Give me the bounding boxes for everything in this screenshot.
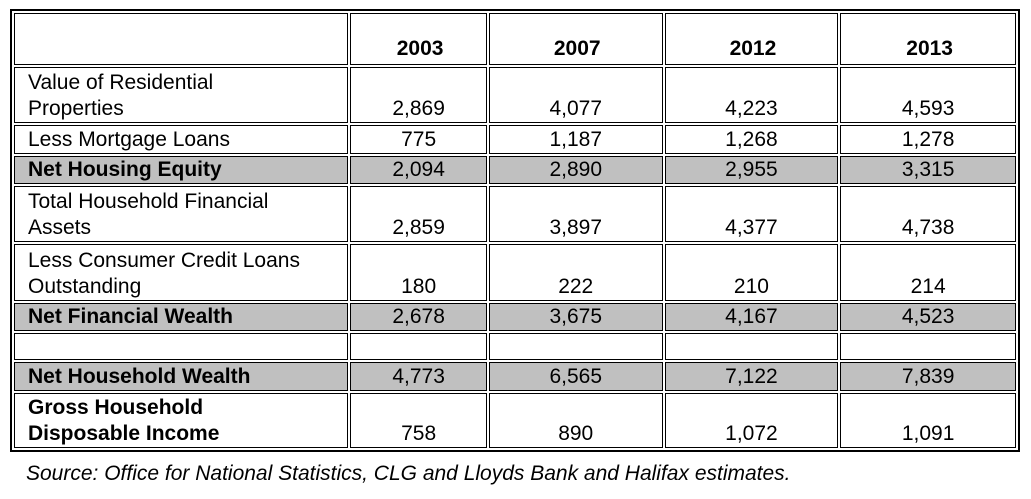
table-row-subtotal: Net Financial Wealth 2,678 3,675 4,167 4… — [14, 303, 1016, 331]
cell: 1,187 — [488, 125, 663, 154]
header-cell: 2013 — [840, 13, 1016, 65]
cell: 4,167 — [664, 303, 839, 331]
row-label: Total Household Financial Assets — [14, 186, 349, 242]
cell: 7,122 — [664, 362, 839, 391]
cell: 3,897 — [488, 186, 663, 242]
cell: 4,523 — [840, 303, 1016, 331]
cell: 890 — [488, 393, 663, 448]
header-cell: 2007 — [488, 13, 663, 65]
header-cell: 2003 — [350, 13, 487, 65]
blank-cell — [14, 333, 349, 360]
table-row-total: Net Household Wealth 4,773 6,565 7,122 7… — [14, 362, 1016, 391]
source-caption: Source: Office for National Statistics, … — [26, 462, 791, 485]
cell: 2,678 — [350, 303, 487, 331]
cell: 775 — [350, 125, 487, 154]
cell: 1,278 — [840, 125, 1016, 154]
cell: 2,869 — [350, 67, 487, 123]
cell: 2,094 — [350, 156, 487, 184]
table-row: Value of Residential Properties 2,869 4,… — [14, 67, 1016, 123]
cell: 214 — [840, 244, 1016, 301]
cell: 180 — [350, 244, 487, 301]
cell: 4,223 — [664, 67, 839, 123]
row-label: Less Mortgage Loans — [14, 125, 349, 154]
cell: 4,738 — [840, 186, 1016, 242]
table-row-blank — [14, 333, 1016, 360]
cell: 1,091 — [840, 393, 1016, 448]
cell: 4,773 — [350, 362, 487, 391]
header-cell-empty — [14, 13, 349, 65]
row-label: Less Consumer Credit Loans Outstanding — [14, 244, 349, 301]
row-label: Net Financial Wealth — [14, 303, 349, 331]
cell: 2,859 — [350, 186, 487, 242]
blank-cell — [664, 333, 839, 360]
cell: 4,077 — [488, 67, 663, 123]
row-label: Value of Residential Properties — [14, 67, 349, 123]
header-cell: 2012 — [664, 13, 839, 65]
cell: 2,890 — [488, 156, 663, 184]
table-row: Less Consumer Credit Loans Outstanding 1… — [14, 244, 1016, 301]
cell: 210 — [664, 244, 839, 301]
table-row: Total Household Financial Assets 2,859 3… — [14, 186, 1016, 242]
cell: 1,268 — [664, 125, 839, 154]
cell: 7,839 — [840, 362, 1016, 391]
cell: 1,072 — [664, 393, 839, 448]
cell: 3,675 — [488, 303, 663, 331]
row-label: Gross Household Disposable Income — [14, 393, 349, 448]
blank-cell — [488, 333, 663, 360]
cell: 222 — [488, 244, 663, 301]
row-label: Net Housing Equity — [14, 156, 349, 184]
blank-cell — [350, 333, 487, 360]
cell: 4,377 — [664, 186, 839, 242]
cell: 6,565 — [488, 362, 663, 391]
cell: 2,955 — [664, 156, 839, 184]
cell: 4,593 — [840, 67, 1016, 123]
blank-cell — [840, 333, 1016, 360]
household-wealth-table: 2003 2007 2012 2013 Value of Residential… — [10, 9, 1020, 452]
cell: 3,315 — [840, 156, 1016, 184]
table-row: Less Mortgage Loans 775 1,187 1,268 1,27… — [14, 125, 1016, 154]
cell: 758 — [350, 393, 487, 448]
table-row-subtotal: Net Housing Equity 2,094 2,890 2,955 3,3… — [14, 156, 1016, 184]
header-row: 2003 2007 2012 2013 — [14, 13, 1016, 65]
table-row: Gross Household Disposable Income 758 89… — [14, 393, 1016, 448]
row-label: Net Household Wealth — [14, 362, 349, 391]
